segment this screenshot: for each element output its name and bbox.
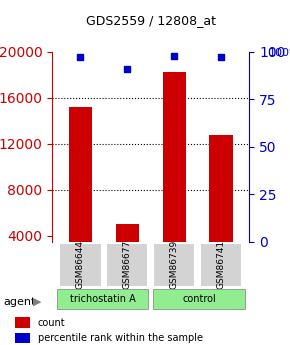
FancyBboxPatch shape (153, 243, 195, 287)
Text: control: control (182, 294, 216, 304)
Point (172, 53, 177, 58)
Text: count: count (38, 318, 66, 328)
Bar (209, 135, 233, 242)
Text: GSM86644: GSM86644 (76, 240, 85, 289)
Text: GSM86741: GSM86741 (217, 240, 226, 289)
FancyBboxPatch shape (106, 243, 148, 287)
Bar (69, 107, 92, 242)
Point (219, 55, 224, 60)
Text: percentile rank within the sample: percentile rank within the sample (38, 333, 203, 343)
Bar (14, 333, 30, 344)
Bar (162, 72, 186, 242)
FancyBboxPatch shape (57, 289, 148, 309)
Text: ▶: ▶ (33, 297, 42, 307)
FancyBboxPatch shape (200, 243, 242, 287)
FancyBboxPatch shape (59, 243, 102, 287)
Text: agent: agent (3, 297, 35, 307)
Bar (116, 224, 139, 241)
Text: GDS2559 / 12808_at: GDS2559 / 12808_at (86, 14, 216, 27)
Text: GSM86739: GSM86739 (170, 240, 179, 289)
Text: GSM86677: GSM86677 (123, 240, 132, 289)
Bar (14, 317, 30, 328)
Text: trichostatin A: trichostatin A (70, 294, 135, 304)
Point (125, 66, 130, 71)
Y-axis label: 100%: 100% (269, 48, 290, 58)
Point (78, 55, 83, 60)
FancyBboxPatch shape (153, 289, 245, 309)
